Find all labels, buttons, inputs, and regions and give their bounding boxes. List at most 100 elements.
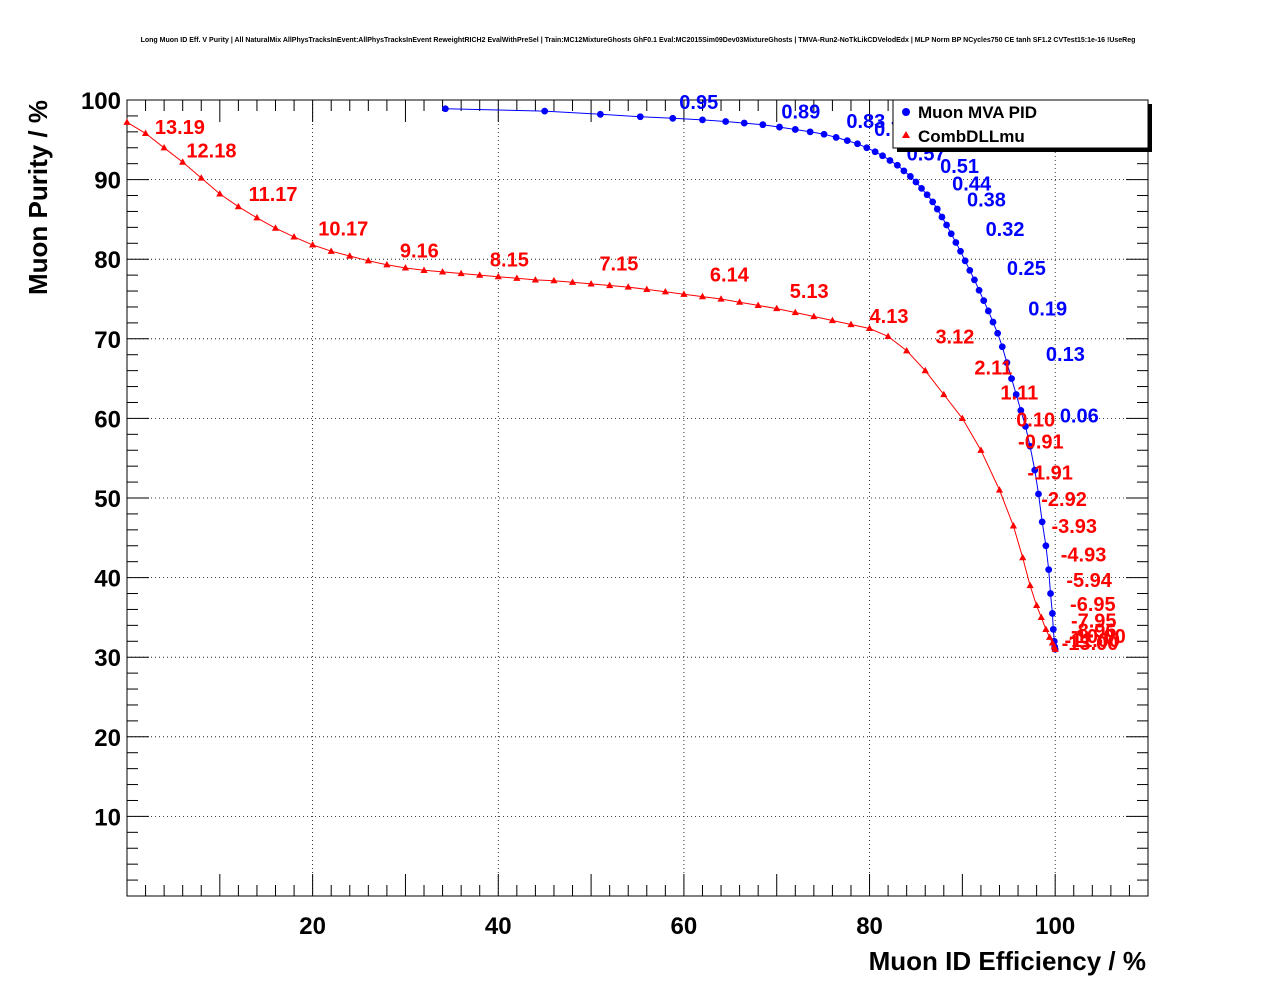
data-point xyxy=(717,295,725,302)
data-point xyxy=(438,268,447,275)
data-point xyxy=(606,281,614,289)
data-point xyxy=(550,276,558,284)
axis-ticks xyxy=(126,99,1149,897)
data-point xyxy=(958,414,966,421)
data-point xyxy=(1012,391,1020,398)
data-point xyxy=(636,113,644,121)
cut-label: -0.91 xyxy=(1018,432,1064,454)
data-point xyxy=(879,152,886,160)
data-point xyxy=(806,128,814,136)
y-tick-label: 50 xyxy=(94,486,121,513)
data-point xyxy=(1042,542,1050,550)
y-tick-label: 10 xyxy=(94,804,121,831)
cut-label: 0.10 xyxy=(1016,409,1055,431)
data-point xyxy=(832,134,840,141)
data-point xyxy=(980,297,988,304)
data-point xyxy=(1037,613,1045,620)
series-0 xyxy=(441,105,1059,653)
x-tick-label: 40 xyxy=(485,913,512,940)
data-point xyxy=(271,224,280,231)
data-point xyxy=(847,320,855,328)
data-series xyxy=(123,105,1059,653)
cut-label: -10.00 xyxy=(1069,626,1126,648)
data-point xyxy=(900,167,908,175)
cut-label: 13.19 xyxy=(155,117,205,139)
data-point xyxy=(698,292,707,300)
data-point xyxy=(912,178,920,186)
data-point xyxy=(984,307,992,315)
cut-label: 11.17 xyxy=(249,184,298,206)
data-point xyxy=(568,278,577,285)
cut-label: 3.12 xyxy=(935,327,974,349)
data-point xyxy=(952,239,960,246)
cut-label: -3.93 xyxy=(1051,516,1097,538)
data-point xyxy=(933,205,941,213)
data-point xyxy=(1051,645,1059,652)
legend: Muon MVA PID CombDLLmu xyxy=(892,99,1152,152)
y-tick-label: 100 xyxy=(81,88,121,115)
data-point xyxy=(1008,375,1015,382)
cut-label: 0.19 xyxy=(1028,299,1067,321)
data-point xyxy=(234,202,242,210)
data-point xyxy=(1035,490,1042,498)
data-point xyxy=(1017,407,1025,414)
data-point xyxy=(736,298,744,305)
data-point xyxy=(820,130,828,138)
cut-label: -5.94 xyxy=(1066,570,1112,592)
data-point xyxy=(216,190,224,197)
cut-label: -11.00 xyxy=(1064,630,1120,652)
data-point xyxy=(596,110,604,118)
data-point xyxy=(865,324,874,332)
cut-label: 1.11 xyxy=(1000,382,1038,404)
data-point xyxy=(420,266,428,273)
cut-label: 2.11 xyxy=(974,358,1012,380)
data-point xyxy=(938,213,946,221)
data-point xyxy=(1046,633,1054,640)
data-point xyxy=(1019,553,1027,561)
y-tick-label: 40 xyxy=(94,566,121,593)
chart-title: Long Muon ID Eff. V Purity | All Natural… xyxy=(141,37,1136,44)
data-point xyxy=(998,343,1006,351)
data-point xyxy=(1048,610,1056,617)
data-point xyxy=(1009,522,1018,529)
data-point xyxy=(994,329,1002,337)
tick-labels: 20 40 60 80 100 10 20 30 40 50 60 70 80 90 100 xyxy=(81,88,1075,940)
y-tick-label: 80 xyxy=(94,247,121,274)
data-point xyxy=(893,161,901,169)
data-point xyxy=(1047,590,1054,597)
data-point xyxy=(346,252,354,259)
cut-label: 9.16 xyxy=(400,241,439,263)
data-point xyxy=(722,118,730,125)
cut-label: 0.51 xyxy=(940,156,979,178)
cut-label: 10.17 xyxy=(318,218,368,240)
data-point xyxy=(383,260,391,268)
data-point xyxy=(513,274,521,281)
data-point xyxy=(854,140,861,148)
data-point xyxy=(141,129,150,137)
cut-label: -6.95 xyxy=(1070,594,1116,616)
legend-box xyxy=(892,99,1149,149)
data-point xyxy=(643,285,651,293)
x-tick-label: 80 xyxy=(856,913,883,940)
data-point xyxy=(457,269,465,277)
data-point xyxy=(401,264,410,271)
data-point xyxy=(995,486,1004,493)
data-point xyxy=(253,214,261,221)
x-tick-label: 60 xyxy=(671,913,698,940)
cut-label: -2.92 xyxy=(1041,489,1087,511)
x-tick-label: 100 xyxy=(1035,913,1075,940)
y-axis-label: Muon Purity / % xyxy=(23,100,53,295)
cut-label: 0.06 xyxy=(1060,405,1099,427)
cut-label: -8.96 xyxy=(1071,620,1117,642)
data-point xyxy=(624,283,632,290)
data-point xyxy=(966,266,974,274)
data-point xyxy=(810,312,818,320)
y-tick-label: 30 xyxy=(94,645,121,672)
data-point xyxy=(699,116,706,124)
cut-label: -13.00 xyxy=(1062,633,1119,655)
cut-label: -7.95 xyxy=(1071,611,1117,633)
x-axis-label: Muon ID Efficiency / % xyxy=(869,946,1146,976)
grid xyxy=(127,99,1148,896)
series-1 xyxy=(123,118,1059,652)
data-point xyxy=(947,230,955,238)
